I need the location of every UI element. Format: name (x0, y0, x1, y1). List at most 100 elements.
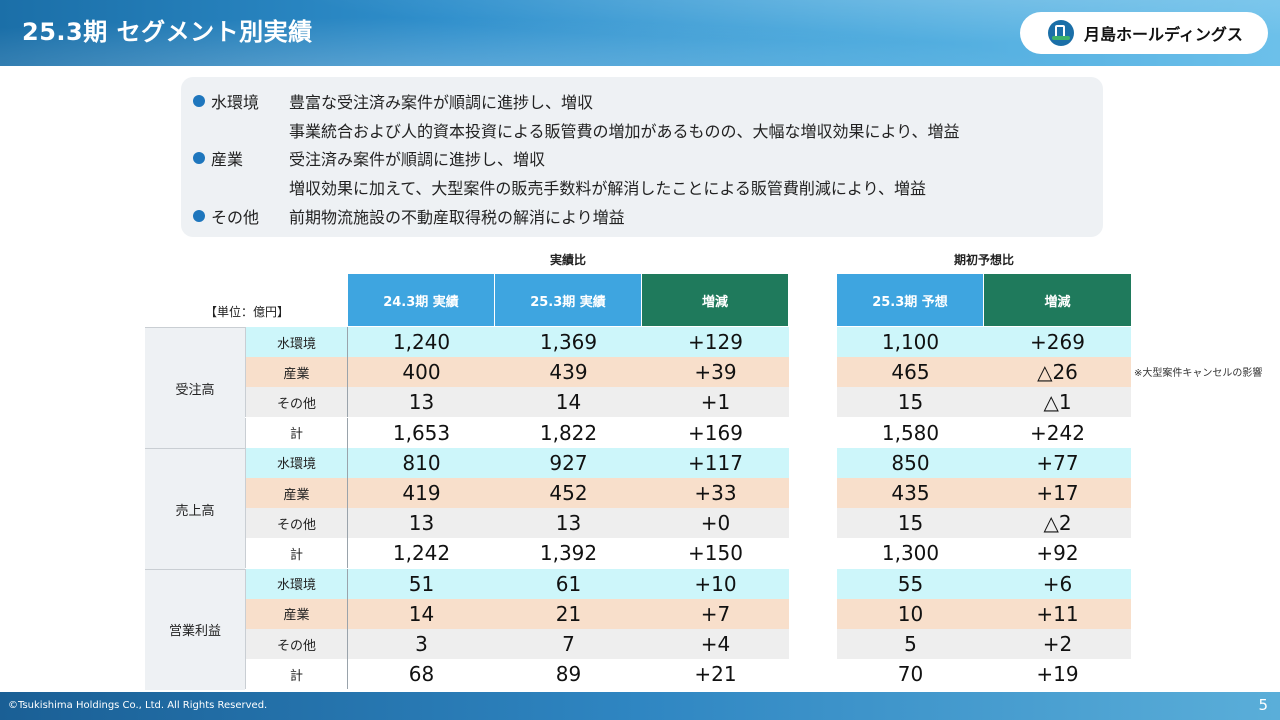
table-row: 10 +11 (837, 598, 1131, 629)
header-curr-actual: 25.3期 実績 (495, 274, 641, 326)
diff-actual-cell: +21 (642, 659, 789, 690)
copyright: ©Tsukishima Holdings Co., Ltd. All Right… (8, 700, 268, 711)
prev-actual-cell: 1,242 (348, 538, 495, 569)
curr-actual-cell: 1,392 (495, 538, 642, 569)
curr-actual-cell: 13 (495, 508, 642, 539)
segment-label: その他 (245, 387, 348, 418)
curr-actual-cell: 7 (495, 629, 642, 659)
diff-forecast-cell: +2 (984, 629, 1131, 659)
diff-actual-cell: +1 (642, 387, 789, 418)
table-row: 水環境 51 61 +10 (245, 568, 789, 599)
diff-actual-cell: +33 (642, 478, 789, 508)
diff-actual-cell: +4 (642, 629, 789, 659)
forecast-cell: 15 (837, 387, 984, 418)
prev-actual-cell: 14 (348, 598, 495, 629)
summary-text: 事業統合および人的資本投資による販管費の増加があるものの、大幅な増収効果により、… (289, 121, 960, 141)
summary-box: 水環境 豊富な受注済み案件が順調に進捗し、増収 事業統合および人的資本投資による… (181, 77, 1103, 237)
prev-actual-cell: 68 (348, 659, 495, 690)
prev-actual-cell: 13 (348, 508, 495, 539)
table-row: 水環境 810 927 +117 (245, 447, 789, 478)
prev-actual-cell: 400 (348, 357, 495, 388)
diff-forecast-cell: △1 (984, 387, 1131, 418)
table-row: 1,100 +269 (837, 327, 1131, 357)
footer-bar: ©Tsukishima Holdings Co., Ltd. All Right… (0, 692, 1280, 720)
caption-actual: 実績比 (549, 253, 586, 267)
prev-actual-cell: 419 (348, 478, 495, 508)
table-row: 産業 419 452 +33 (245, 478, 789, 508)
diff-forecast-cell: +6 (984, 568, 1131, 599)
summary-row: 水環境 豊富な受注済み案件が順調に進捗し、増収 (193, 87, 1091, 116)
table-row: 産業 400 439 +39 (245, 357, 789, 388)
forecast-cell: 1,100 (837, 327, 984, 357)
segment-label: 水環境 (245, 327, 348, 357)
page-title: 25.3期 セグメント別実績 (22, 18, 313, 46)
forecast-cell: 1,580 (837, 417, 984, 448)
bullet-icon (193, 209, 205, 222)
summary-text: 豊富な受注済み案件が順調に進捗し、増収 (289, 93, 594, 113)
curr-actual-cell: 927 (495, 447, 642, 478)
diff-forecast-cell: +92 (984, 538, 1131, 569)
curr-actual-cell: 1,822 (495, 417, 642, 448)
prev-actual-cell: 1,653 (348, 417, 495, 448)
curr-actual-cell: 452 (495, 478, 642, 508)
summary-row: 産業 受注済み案件が順調に進捗し、増収 (193, 144, 1091, 173)
bullet-icon (193, 152, 205, 165)
segment-label: 産業 (245, 598, 348, 629)
forecast-cell: 10 (837, 598, 984, 629)
summary-category: 水環境 (211, 93, 260, 113)
forecast-cell: 1,300 (837, 538, 984, 569)
segment-label: 水環境 (245, 447, 348, 478)
segment-label: 計 (245, 659, 348, 690)
header-diff-actual: 増減 (642, 274, 788, 326)
table-row: 計 1,653 1,822 +169 (245, 417, 789, 448)
table-row: その他 13 14 +1 (245, 387, 789, 418)
diff-actual-cell: +7 (642, 598, 789, 629)
diff-forecast-cell: +17 (984, 478, 1131, 508)
curr-actual-cell: 1,369 (495, 327, 642, 357)
row-group-label: 営業利益 (145, 568, 245, 691)
row-group-label: 受注高 (145, 327, 245, 449)
segment-label: 産業 (245, 357, 348, 388)
prev-actual-cell: 13 (348, 387, 495, 418)
segment-label: その他 (245, 629, 348, 659)
table-row: 計 68 89 +21 (245, 659, 789, 690)
diff-forecast-cell: △26 (984, 357, 1131, 388)
table-row: その他 13 13 +0 (245, 508, 789, 539)
diff-actual-cell: +150 (642, 538, 789, 569)
summary-text: 増収効果に加えて、大型案件の販売手数料が解消したことによる販管費削減により、増益 (289, 179, 926, 199)
forecast-cell: 15 (837, 508, 984, 539)
table-row: 産業 14 21 +7 (245, 598, 789, 629)
curr-actual-cell: 61 (495, 568, 642, 599)
prev-actual-cell: 810 (348, 447, 495, 478)
table-row: 1,580 +242 (837, 417, 1131, 448)
diff-forecast-cell: +11 (984, 598, 1131, 629)
curr-actual-cell: 21 (495, 598, 642, 629)
forecast-cell: 850 (837, 447, 984, 478)
curr-actual-cell: 439 (495, 357, 642, 388)
header-forecast: 25.3期 予想 (837, 274, 983, 326)
diff-forecast-cell: +242 (984, 417, 1131, 448)
summary-row: その他 前期物流施設の不動産取得税の解消により増益 (193, 201, 1091, 230)
summary-row: 増収効果に加えて、大型案件の販売手数料が解消したことによる販管費削減により、増益 (193, 173, 1091, 202)
segment-label: 計 (245, 417, 348, 448)
header-banner: 25.3期 セグメント別実績 月島ホールディングス (0, 0, 1280, 66)
table-row: 55 +6 (837, 568, 1131, 599)
table-row: 計 1,242 1,392 +150 (245, 538, 789, 569)
diff-actual-cell: +39 (642, 357, 789, 388)
summary-category: その他 (211, 207, 260, 227)
table-row: 水環境 1,240 1,369 +129 (245, 327, 789, 357)
segment-label: 産業 (245, 478, 348, 508)
summary-text: 前期物流施設の不動産取得税の解消により増益 (289, 207, 625, 227)
summary-text: 受注済み案件が順調に進捗し、増収 (289, 150, 546, 170)
diff-actual-cell: +129 (642, 327, 789, 357)
summary-category: 産業 (211, 150, 244, 170)
diff-actual-cell: +169 (642, 417, 789, 448)
table-row: 435 +17 (837, 478, 1131, 508)
prev-actual-cell: 51 (348, 568, 495, 599)
table-row: 70 +19 (837, 659, 1131, 690)
caption-forecast: 期初予想比 (953, 253, 1014, 267)
curr-actual-cell: 89 (495, 659, 642, 690)
forecast-cell: 465 (837, 357, 984, 388)
header-prev-actual: 24.3期 実績 (348, 274, 494, 326)
forecast-cell: 5 (837, 629, 984, 659)
